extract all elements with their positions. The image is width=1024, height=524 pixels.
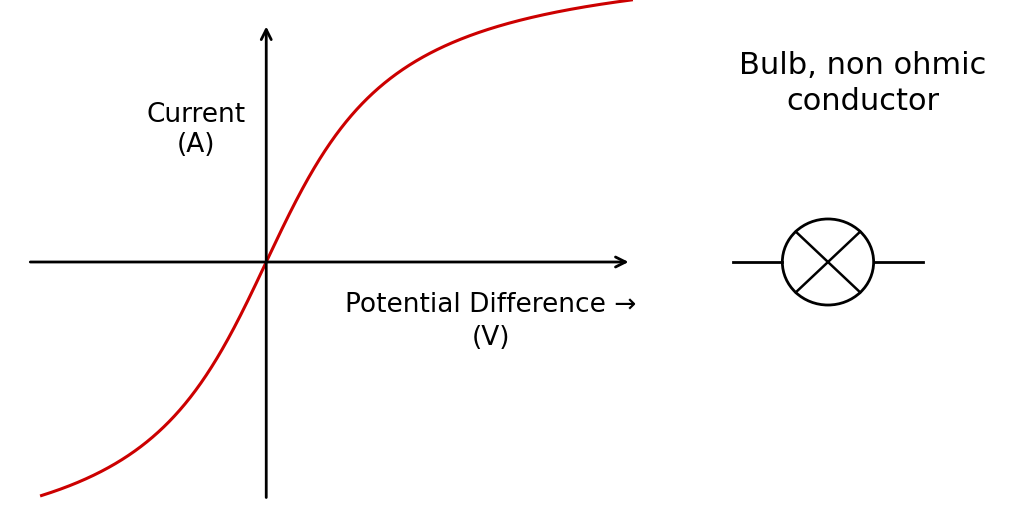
- Text: Potential Difference →: Potential Difference →: [345, 292, 637, 318]
- Text: (V): (V): [472, 325, 510, 351]
- Text: Bulb, non ohmic
conductor: Bulb, non ohmic conductor: [739, 51, 987, 116]
- Text: Current
(A): Current (A): [146, 102, 246, 158]
